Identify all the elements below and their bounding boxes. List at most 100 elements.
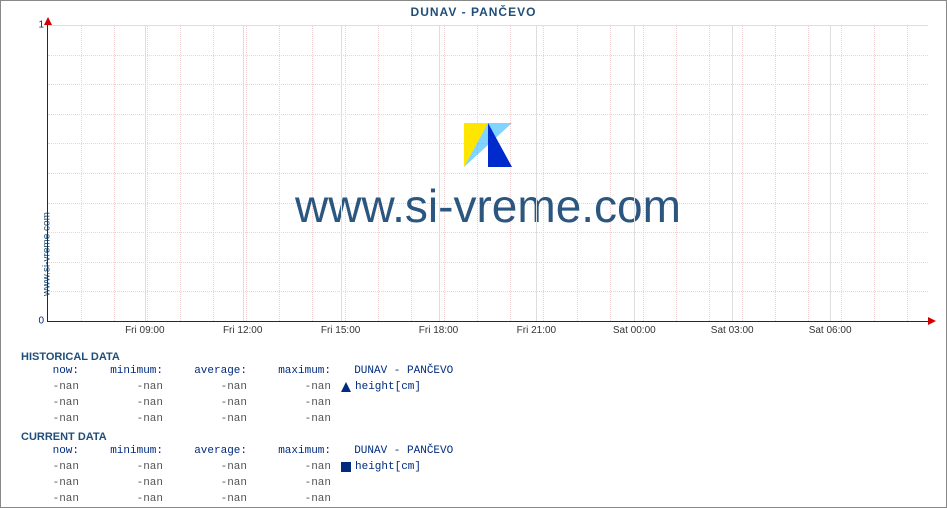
unit-label: height[cm]: [355, 459, 421, 475]
x-tick-label: Fri 12:00: [223, 325, 262, 336]
table-row: -nan-nan-nan-nan: [21, 411, 936, 427]
cell: -nan: [85, 459, 169, 475]
series-marker-icon: [341, 462, 351, 472]
col-header: now:: [21, 363, 85, 379]
cell: -nan: [85, 491, 169, 507]
grid-v-minor: [643, 25, 644, 321]
grid-v-minor: [543, 25, 544, 321]
x-tick-label: Fri 18:00: [419, 325, 458, 336]
grid-v-minor: [279, 25, 280, 321]
grid-v-minor: [180, 25, 181, 321]
col-header: average:: [169, 363, 253, 379]
cell: -nan: [253, 379, 337, 395]
grid-v-major: [634, 25, 635, 321]
data-tables: HISTORICAL DATAnow:minimum:average:maxim…: [21, 347, 936, 507]
table-row: -nan-nan-nan-nanheight[cm]: [21, 379, 936, 395]
grid-v-major: [439, 25, 440, 321]
cell: -nan: [253, 491, 337, 507]
grid-v-major: [830, 25, 831, 321]
grid-v-minor: [477, 25, 478, 321]
cell: -nan: [253, 475, 337, 491]
grid-v-minor: [81, 25, 82, 321]
cell: -nan: [21, 491, 85, 507]
table-row: -nan-nan-nan-nanheight[cm]: [21, 459, 936, 475]
grid-v-minor: [775, 25, 776, 321]
cell: -nan: [21, 395, 85, 411]
grid-v-major: [243, 25, 244, 321]
grid-v-minor: [808, 25, 809, 321]
cell: -nan: [169, 395, 253, 411]
table-row: -nan-nan-nan-nan: [21, 475, 936, 491]
grid-v-minor: [411, 25, 412, 321]
chart-title: DUNAV - PANČEVO: [1, 5, 946, 19]
col-header: maximum:: [253, 443, 337, 459]
cell: -nan: [21, 379, 85, 395]
grid-v-major: [341, 25, 342, 321]
grid-v-minor: [841, 25, 842, 321]
grid-v-minor: [610, 25, 611, 321]
cell: -nan: [85, 411, 169, 427]
grid-v-minor: [246, 25, 247, 321]
grid-v-minor: [345, 25, 346, 321]
cell: -nan: [169, 475, 253, 491]
grid-v-minor: [907, 25, 908, 321]
cell: -nan: [253, 411, 337, 427]
cell: -nan: [85, 379, 169, 395]
cell: -nan: [21, 411, 85, 427]
chart-frame: www.si-vreme.com DUNAV - PANČEVO www.si-…: [0, 0, 947, 508]
x-tick-label: Sat 03:00: [711, 325, 754, 336]
table-row: -nan-nan-nan-nan: [21, 395, 936, 411]
grid-v-minor: [444, 25, 445, 321]
cell: -nan: [21, 475, 85, 491]
cell: -nan: [21, 459, 85, 475]
x-tick-label: Fri 21:00: [517, 325, 556, 336]
grid-v-minor: [874, 25, 875, 321]
y-axis-arrow-icon: [44, 17, 52, 25]
section-heading: HISTORICAL DATA: [21, 351, 936, 363]
series-label-cell: DUNAV - PANČEVO: [337, 363, 453, 379]
grid-v-minor: [510, 25, 511, 321]
cell: -nan: [85, 475, 169, 491]
col-header: average:: [169, 443, 253, 459]
grid-h-major: [48, 25, 928, 26]
grid-v-minor: [742, 25, 743, 321]
grid-v-minor: [577, 25, 578, 321]
y-tick-label: 0: [38, 316, 44, 327]
x-tick-label: Fri 09:00: [125, 325, 164, 336]
watermark-logo-icon: [464, 123, 512, 167]
grid-v-minor: [213, 25, 214, 321]
unit-label-cell: height[cm]: [337, 459, 421, 475]
col-header: now:: [21, 443, 85, 459]
cell: -nan: [169, 459, 253, 475]
cell: -nan: [169, 411, 253, 427]
cell: -nan: [253, 395, 337, 411]
grid-v-minor: [312, 25, 313, 321]
col-header: minimum:: [85, 363, 169, 379]
cell: -nan: [169, 379, 253, 395]
y-tick-label: 1: [38, 20, 44, 31]
col-header: maximum:: [253, 363, 337, 379]
table-row: -nan-nan-nan-nan: [21, 491, 936, 507]
cell: -nan: [169, 491, 253, 507]
x-axis-arrow-icon: [928, 317, 936, 325]
table-header-row: now:minimum:average:maximum: DUNAV - PAN…: [21, 363, 936, 379]
cell: -nan: [253, 459, 337, 475]
table-header-row: now:minimum:average:maximum: DUNAV - PAN…: [21, 443, 936, 459]
plot-area: www.si-vreme.com Fri 09:00Fri 12:00Fri 1…: [47, 25, 928, 322]
section-heading: CURRENT DATA: [21, 431, 936, 443]
watermark-text: www.si-vreme.com: [295, 179, 681, 233]
series-marker-icon: [341, 382, 351, 392]
x-tick-label: Sat 06:00: [809, 325, 852, 336]
grid-v-major: [536, 25, 537, 321]
x-tick-label: Fri 15:00: [321, 325, 360, 336]
grid-v-minor: [709, 25, 710, 321]
grid-v-minor: [676, 25, 677, 321]
grid-v-major: [145, 25, 146, 321]
series-label-cell: DUNAV - PANČEVO: [337, 443, 453, 459]
grid-v-minor: [378, 25, 379, 321]
unit-label: height[cm]: [355, 379, 421, 395]
x-tick-label: Sat 00:00: [613, 325, 656, 336]
grid-v-major: [732, 25, 733, 321]
grid-v-minor: [114, 25, 115, 321]
cell: -nan: [85, 395, 169, 411]
